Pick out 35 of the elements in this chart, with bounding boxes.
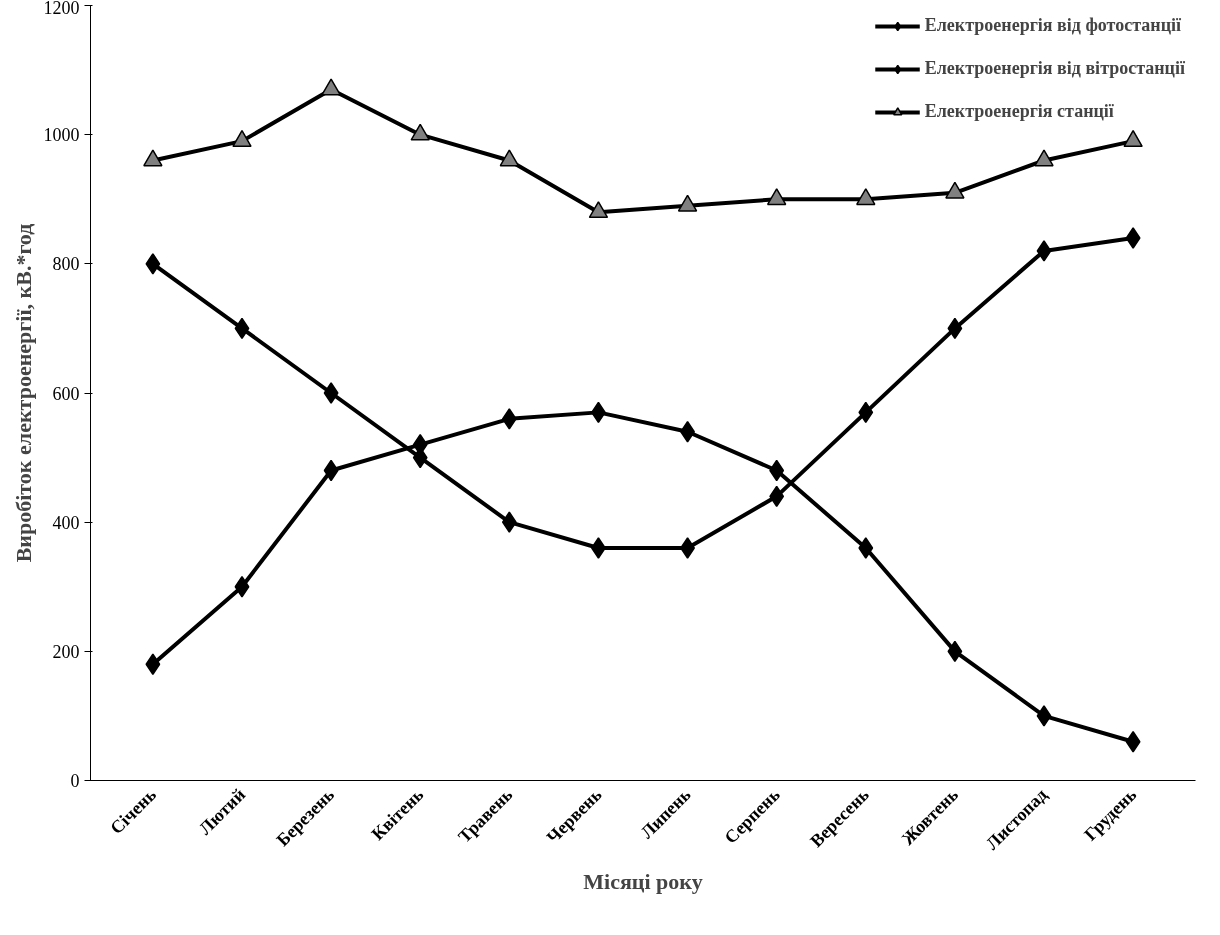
point bbox=[1034, 149, 1054, 167]
y-tick-label: 1000 bbox=[43, 125, 80, 146]
point bbox=[234, 576, 250, 598]
y-tick-label: 400 bbox=[52, 512, 80, 533]
legend-label: Електроенергія від фотостанції bbox=[924, 15, 1182, 36]
point bbox=[1125, 731, 1141, 753]
y-axis-title: Виробіток електроенергії, кВ.*год bbox=[10, 223, 36, 563]
point bbox=[1036, 240, 1052, 262]
point bbox=[501, 511, 517, 533]
point bbox=[858, 537, 874, 559]
y-tick-label: 600 bbox=[52, 383, 80, 404]
point bbox=[410, 123, 430, 141]
point bbox=[321, 78, 341, 96]
point bbox=[766, 188, 787, 206]
y-tick-label: 200 bbox=[52, 641, 80, 662]
point bbox=[145, 653, 161, 675]
point bbox=[588, 201, 609, 219]
point bbox=[143, 149, 163, 167]
x-axis-title: Місяці року bbox=[583, 868, 703, 894]
point bbox=[945, 181, 965, 199]
point bbox=[677, 194, 698, 212]
y-tick-label: 1200 bbox=[43, 0, 80, 18]
point bbox=[499, 149, 520, 167]
point bbox=[856, 188, 876, 206]
point bbox=[1036, 705, 1052, 727]
point bbox=[232, 129, 252, 148]
point bbox=[145, 253, 161, 275]
point bbox=[1123, 129, 1143, 148]
point bbox=[501, 408, 517, 430]
y-tick-label: 0 bbox=[70, 771, 80, 791]
y-tick-label: 800 bbox=[52, 254, 80, 275]
legend-label: Електроенергія станції bbox=[924, 101, 1114, 122]
point bbox=[1125, 227, 1141, 249]
point bbox=[323, 382, 339, 404]
legend-label: Електроенергія від вітростанції bbox=[924, 58, 1185, 79]
